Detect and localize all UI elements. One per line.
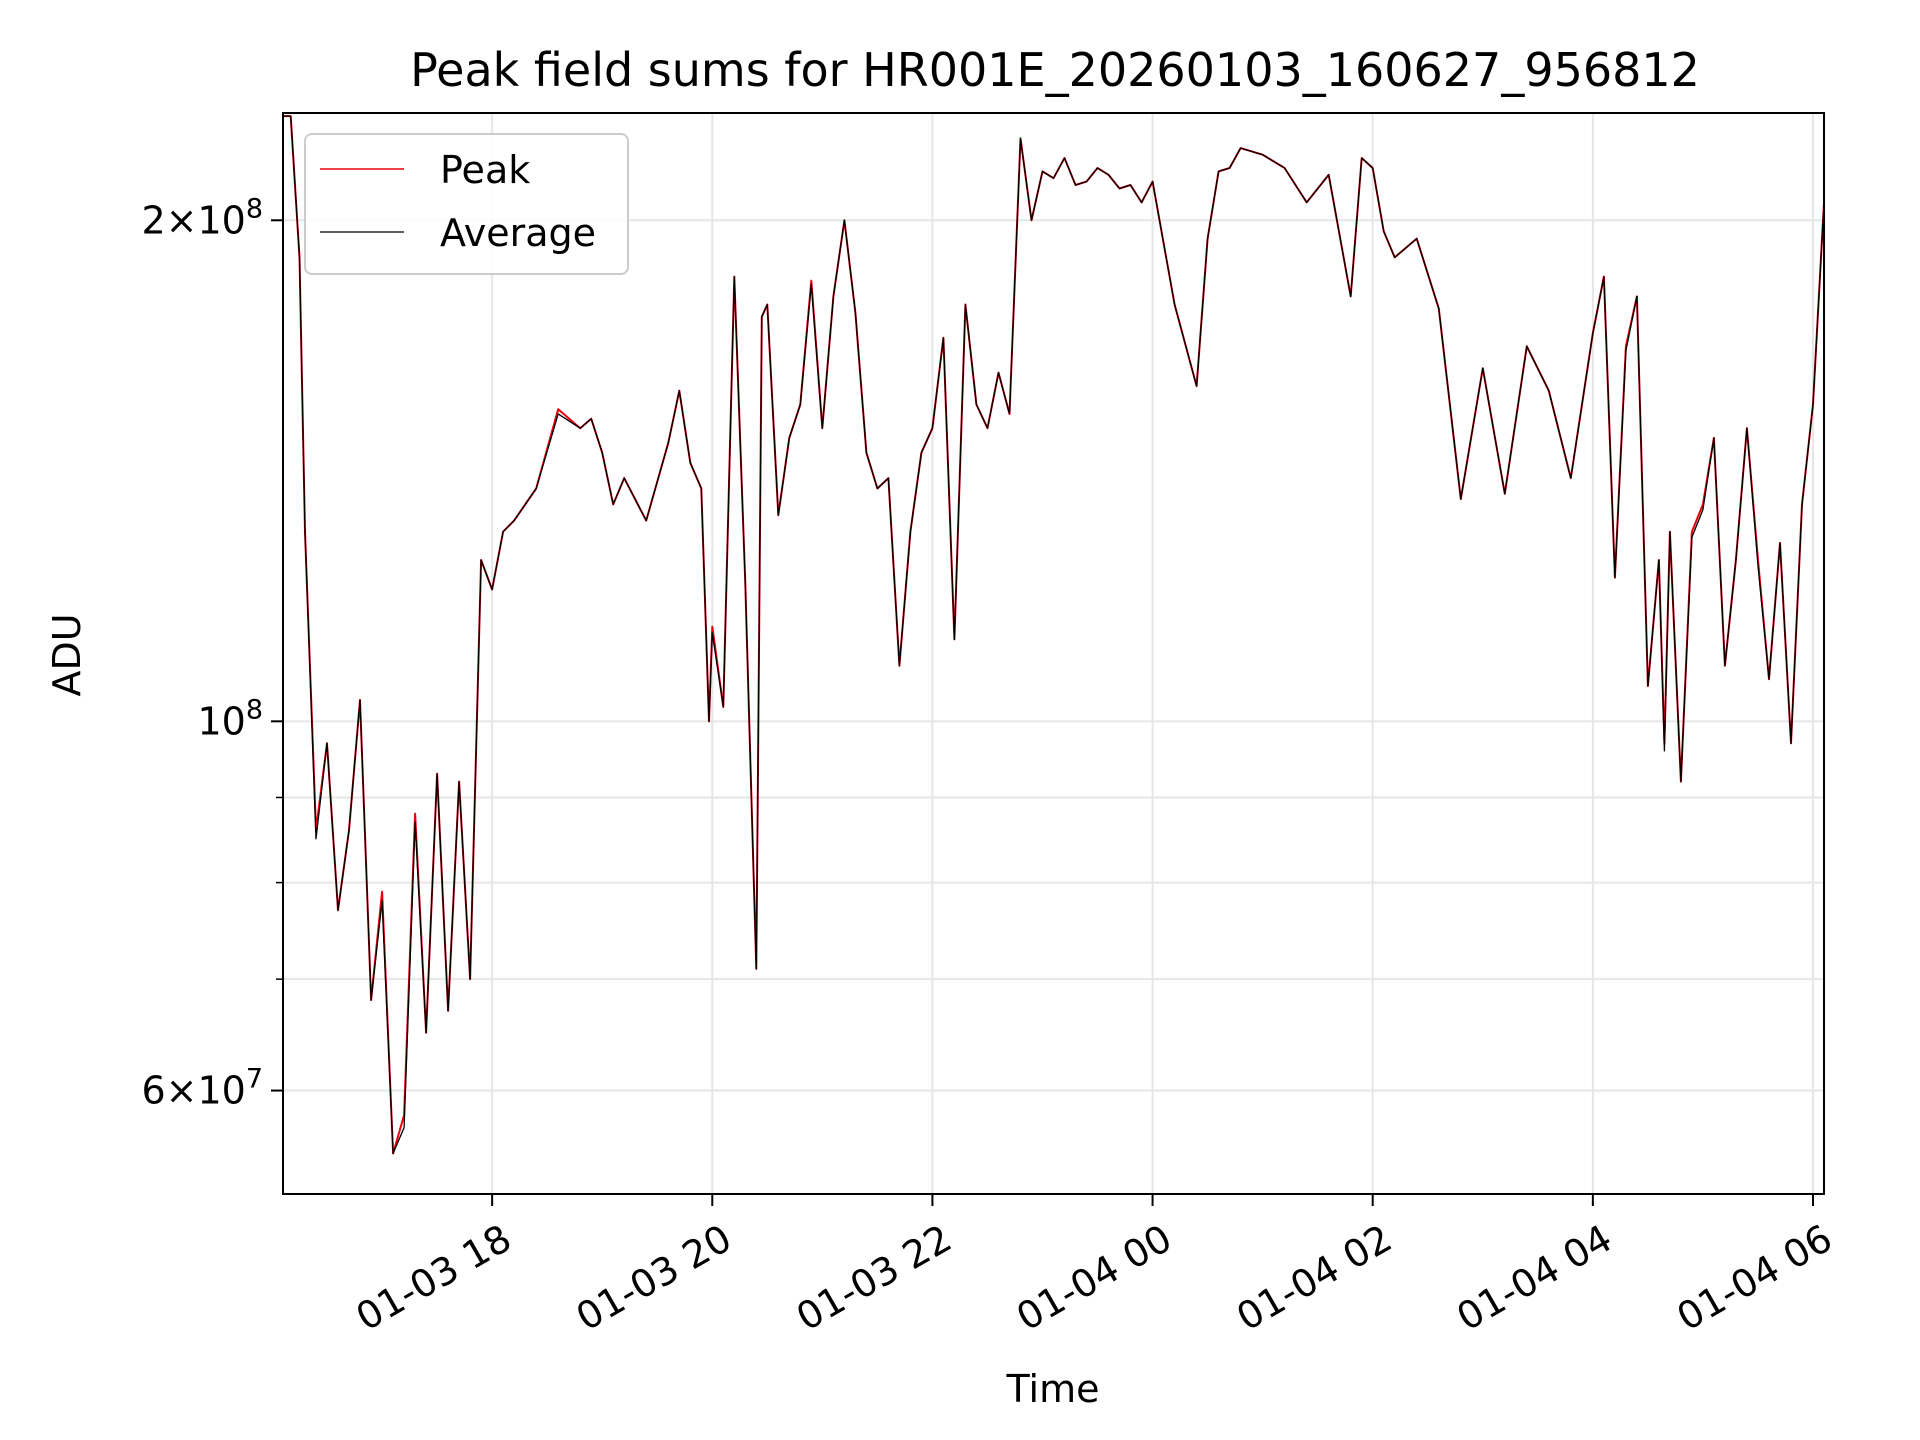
- y-tick-label: 108: [197, 694, 263, 743]
- legend-peak-label: Peak: [440, 148, 530, 192]
- chart-title: Peak field sums for HR001E_20260103_1606…: [410, 43, 1700, 97]
- grid: [283, 113, 1824, 1194]
- x-axis-label: Time: [1006, 1367, 1100, 1411]
- y-tick-label: 6×107: [141, 1064, 263, 1113]
- y-tick-label: 2×108: [141, 193, 263, 242]
- y-axis-label: ADU: [45, 613, 89, 696]
- legend: Peak Average: [304, 133, 629, 275]
- legend-average-label: Average: [440, 211, 596, 255]
- series-line-average: [283, 115, 1825, 1155]
- plot-area-frame: [282, 112, 1825, 1195]
- series-group: [283, 115, 1825, 1155]
- y-axis: 6×107 108 2×108: [141, 193, 283, 1113]
